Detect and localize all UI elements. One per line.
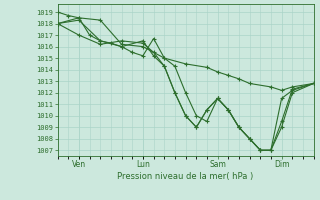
X-axis label: Pression niveau de la mer( hPa ): Pression niveau de la mer( hPa ) <box>117 172 254 181</box>
